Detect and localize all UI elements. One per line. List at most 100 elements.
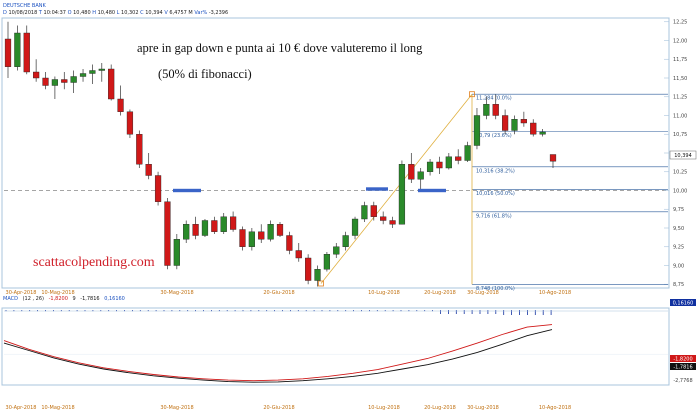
- candle-body: [89, 70, 96, 74]
- candle: [333, 243, 340, 258]
- candle: [511, 115, 518, 135]
- candle: [183, 220, 190, 243]
- macd-lines: [3, 324, 553, 383]
- candle-body: [380, 216, 387, 221]
- candle-body: [455, 156, 462, 161]
- candle: [89, 64, 96, 84]
- candle-body: [530, 122, 537, 135]
- candle-body: [286, 235, 293, 251]
- macd-date-tick-label: 20-Giu-2018: [263, 405, 294, 411]
- candle: [154, 171, 162, 206]
- candle: [79, 69, 87, 82]
- candle: [351, 216, 359, 240]
- candle-body: [361, 205, 368, 220]
- macd-value-1: -1,8200: [49, 296, 68, 302]
- price-tick-label: 11,25: [673, 95, 687, 101]
- fib-level-label: 10,316 (38.2%): [476, 168, 515, 174]
- candle-body: [117, 98, 124, 112]
- candle: [248, 228, 255, 251]
- support-mark: [366, 187, 388, 191]
- candle: [33, 59, 40, 82]
- candle-body: [248, 231, 255, 247]
- candle-body: [126, 111, 134, 135]
- price-tick-label: 12,00: [673, 38, 687, 44]
- price-tick-label: 8,75: [673, 282, 684, 288]
- candle-body: [436, 161, 443, 169]
- candle: [539, 129, 546, 137]
- header-change: -3,2396: [209, 10, 228, 16]
- candle: [445, 153, 452, 170]
- symbol-label: DEUTSCHE BANK: [3, 3, 46, 9]
- candle: [136, 130, 143, 168]
- candle: [473, 108, 481, 150]
- macd-value-4: 0,16160: [104, 296, 125, 302]
- price-tick-label: 12,25: [673, 20, 687, 26]
- candle: [98, 63, 105, 82]
- candle-body: [511, 119, 518, 131]
- candle-body: [42, 77, 49, 86]
- support-marks: [173, 187, 446, 193]
- date-tick-label: 20-Giu-2018: [263, 290, 294, 296]
- candle-body: [549, 154, 557, 162]
- candle: [286, 231, 293, 255]
- price-box: [669, 150, 697, 160]
- candle-body: [154, 175, 162, 202]
- price-tick-label: 9,00: [673, 263, 684, 269]
- macd-title-text: MACD: [3, 296, 18, 302]
- candle: [108, 64, 115, 101]
- candle: [426, 159, 434, 176]
- candle-body: [14, 32, 21, 67]
- date-tick-label: 30-Lug-2018: [467, 290, 499, 296]
- candle-body: [408, 164, 415, 180]
- candle: [239, 226, 246, 251]
- macd-top-box: [670, 299, 696, 306]
- fib-trendline: [320, 93, 473, 284]
- header-high: 10,480: [98, 10, 116, 16]
- candle: [4, 21, 12, 78]
- candle: [70, 70, 77, 93]
- watermark: scattacolpending.com: [33, 255, 155, 270]
- candlestick-series: [4, 21, 557, 287]
- date-tick-label: 30-Apr-2018: [6, 290, 37, 296]
- macd-low-label: -1,7816: [673, 365, 692, 371]
- candle: [229, 211, 237, 232]
- candle-body: [145, 164, 152, 176]
- fib-level-label: 10,016 (50.0%): [476, 191, 515, 197]
- candle: [211, 216, 218, 234]
- candle-body: [108, 68, 115, 100]
- macd-date-tick-label: 30-Mag-2018: [160, 405, 193, 411]
- price-box-value: 10,394: [674, 153, 692, 159]
- fib-level-label: 11,284 (0.0%): [476, 96, 512, 102]
- date-tick-label: 10-Lug-2018: [368, 290, 400, 296]
- candle: [436, 156, 443, 174]
- candle-body: [183, 224, 190, 240]
- macd-top-label: 0,16160: [673, 301, 694, 307]
- candle: [258, 224, 265, 243]
- candle-body: [98, 68, 105, 71]
- candle: [305, 254, 312, 285]
- price-tick-label: 10,25: [673, 170, 687, 176]
- candle: [117, 85, 124, 116]
- macd-gridlines: [4, 310, 668, 355]
- candle-body: [239, 229, 246, 247]
- price-tick-label: 9,50: [673, 226, 684, 232]
- macd-date-axis: 30-Apr-2018 10-Mag-2018 30-Mag-2018 20-Giu-…: [6, 405, 572, 411]
- candle-body: [464, 145, 471, 161]
- price-tick-label: 11,75: [673, 57, 687, 63]
- header-open: 10,480: [73, 10, 91, 16]
- date-tick-label: 20-Lug-2018: [424, 290, 456, 296]
- price-tick-label: 9,75: [673, 207, 684, 213]
- fib-anchor-low: [318, 280, 324, 287]
- price-tick-label: 10,75: [673, 132, 687, 138]
- price-tick-label: 10,00: [673, 188, 687, 194]
- macd-series-line: [3, 329, 553, 383]
- candle-body: [351, 218, 359, 236]
- macd-mid-box: [670, 355, 696, 362]
- fib-level-label: 10,79 (23.6%): [476, 133, 512, 139]
- candle: [51, 76, 59, 99]
- macd-series-line: [3, 324, 553, 382]
- candle-body: [492, 104, 499, 116]
- fib-level-label: 9,716 (61.8%): [476, 213, 512, 219]
